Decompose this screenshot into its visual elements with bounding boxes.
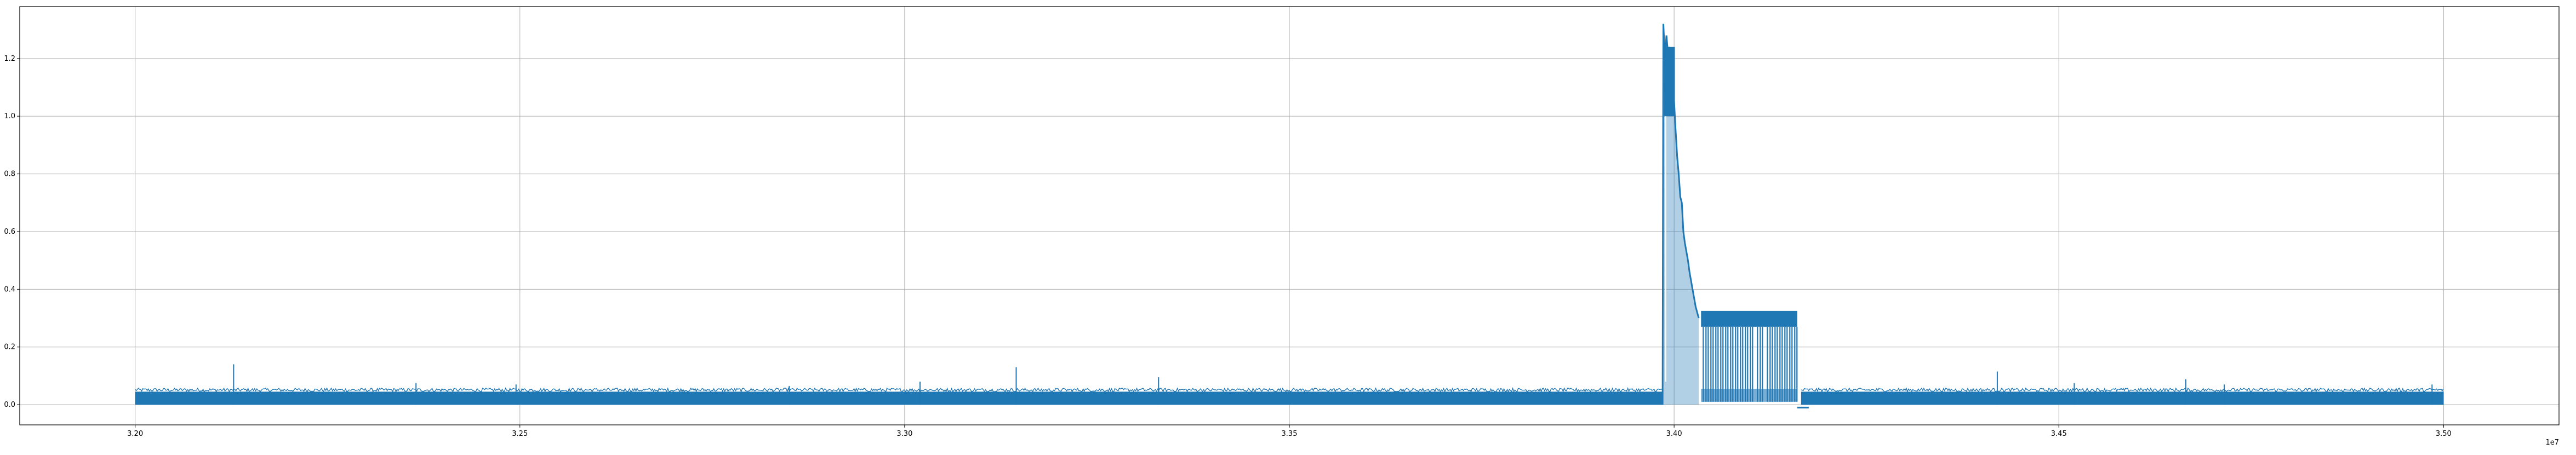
baseline-band-right bbox=[1801, 391, 2444, 405]
peak-fill bbox=[1663, 24, 1699, 405]
y-tick-label: 0.2 bbox=[4, 343, 15, 352]
x-tick-label: 3.30 bbox=[896, 430, 912, 438]
plateau-top-band bbox=[1701, 310, 1797, 327]
y-tick-label: 0.8 bbox=[4, 170, 15, 178]
y-tick-label: 1.0 bbox=[4, 112, 15, 120]
y-axis-ticks: 0.0 0.2 0.4 0.6 0.8 1.0 1.2 bbox=[4, 55, 20, 409]
x-axis-ticks: 3.20 3.25 3.30 3.35 3.40 3.45 3.50 bbox=[127, 425, 2452, 438]
y-tick-label: 0.6 bbox=[4, 228, 15, 236]
peak-block bbox=[1664, 47, 1675, 117]
grid-lines bbox=[20, 7, 2559, 425]
x-tick-label: 3.50 bbox=[2436, 430, 2452, 438]
x-tick-label: 3.20 bbox=[127, 430, 143, 438]
y-tick-label: 1.2 bbox=[4, 55, 15, 63]
plateau-oscillation bbox=[1703, 326, 1798, 402]
baseline-band-left bbox=[135, 391, 1663, 405]
x-axis-offset-label: 1e7 bbox=[2545, 439, 2559, 447]
x-tick-label: 3.25 bbox=[512, 430, 528, 438]
plateau-bottom-band bbox=[1701, 389, 1797, 402]
y-tick-label: 0.4 bbox=[4, 285, 15, 293]
baseline-band-right-edge bbox=[1801, 387, 2444, 393]
baseline-band-left-edge bbox=[135, 387, 1662, 393]
x-tick-label: 3.45 bbox=[2051, 430, 2067, 438]
series-blue bbox=[135, 24, 2444, 408]
y-tick-label: 0.0 bbox=[4, 401, 15, 409]
x-tick-label: 3.40 bbox=[1666, 430, 1682, 438]
x-tick-label: 3.35 bbox=[1282, 430, 1298, 438]
